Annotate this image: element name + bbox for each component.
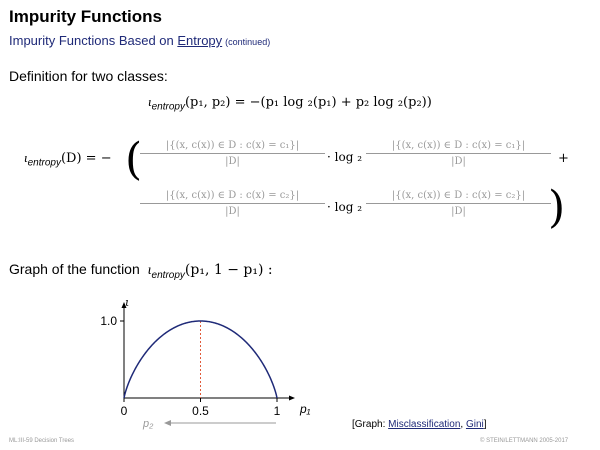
gini-link[interactable]: Gini [465, 419, 484, 430]
links-suffix: ] [483, 419, 487, 430]
links-separator: , [460, 419, 466, 430]
entropy-subscript: entropy [27, 157, 61, 169]
dot-log: · log ₂ [327, 200, 362, 214]
entropy-link[interactable]: Entropy [177, 33, 223, 48]
misclassification-link[interactable]: Misclassification [388, 419, 461, 430]
slide-subtitle: Impurity Functions Based on Entropy (cont… [9, 33, 270, 48]
iota-symbol: ι [24, 150, 28, 165]
y-axis-label: ι [125, 296, 130, 309]
iota-symbol: ι [148, 94, 152, 109]
fraction-c2-weight: |{(x, c(x)) ∈ D : c(x) = c₂}| |D| [140, 190, 325, 217]
p2-label: p₂ [142, 418, 154, 430]
fraction-denominator: |D| [451, 156, 466, 167]
y-axis-arrow [121, 302, 127, 308]
slide-title: Impurity Functions [9, 7, 162, 26]
tick-group: 0 0.5 1 1.0 [100, 314, 280, 418]
fraction-denominator: |D| [225, 206, 240, 217]
formula-dataset-lhs-body: (D) = − [60, 151, 112, 166]
fraction-denominator: |D| [225, 156, 240, 167]
x-axis-arrow [289, 395, 295, 401]
definition-heading: Definition for two classes: [9, 68, 168, 84]
x-tick-label: 0.5 [192, 404, 209, 418]
fraction-c1-log: |{(x, c(x)) ∈ D : c(x) = c₁}| |D| [366, 140, 551, 167]
subtitle-continued: (continued) [225, 37, 271, 47]
formula-binary-body: (p₁, p₂) = −(p₁ log ₂(p₁) + p₂ log ₂(p₂)… [184, 95, 432, 110]
entropy-curve [123, 320, 278, 399]
entropy-subscript: entropy [151, 101, 185, 113]
fraction-numerator: |{(x, c(x)) ∈ D : c(x) = c₂}| [140, 190, 325, 204]
y-tick-label: 1.0 [100, 314, 117, 328]
footer-left: ML:III-59 Decision Trees [9, 438, 75, 444]
x-tick-label: 1 [274, 404, 281, 418]
x-tick-label: 0 [121, 404, 128, 418]
fraction-numerator: |{(x, c(x)) ∈ D : c(x) = c₁}| [366, 140, 551, 154]
graph-heading: Graph of the function ιentropy(p₁, 1 − p… [9, 261, 273, 281]
entropy-subscript: entropy [151, 269, 185, 281]
formula-dataset-lhs: ιentropy(D) = − [24, 150, 112, 169]
fraction-numerator: |{(x, c(x)) ∈ D : c(x) = c₂}| [366, 190, 551, 204]
formula-binary-entropy: ιentropy(p₁, p₂) = −(p₁ log ₂(p₁) + p₂ l… [148, 94, 432, 113]
links-prefix: [Graph: [352, 419, 389, 430]
iota-symbol: ι [147, 263, 152, 278]
graph-heading-prefix: Graph of the function [9, 261, 140, 277]
graph-links: [Graph: Misclassification, Gini] [352, 419, 487, 430]
graph-heading-function: ιentropy(p₁, 1 − p₁) : [147, 262, 273, 281]
open-paren: ( [125, 134, 143, 185]
close-paren: ) [548, 182, 566, 233]
dot-log: · log ₂ [327, 150, 362, 164]
fraction-denominator: |D| [451, 206, 466, 217]
subtitle-prefix: Impurity Functions Based on [9, 33, 178, 48]
fraction-c2-log: |{(x, c(x)) ∈ D : c(x) = c₂}| |D| [366, 190, 551, 217]
graph-heading-args: (p₁, 1 − p₁) : [184, 262, 273, 278]
footer-right: © STEIN/LETTMANN 2005-2017 [480, 438, 569, 444]
plus-sign: + [558, 151, 569, 166]
fraction-c1-weight: |{(x, c(x)) ∈ D : c(x) = c₁}| |D| [140, 140, 325, 167]
x-axis-label: p₁ [299, 402, 311, 416]
p2-arrow-head [164, 420, 171, 426]
fraction-numerator: |{(x, c(x)) ∈ D : c(x) = c₁}| [140, 140, 325, 154]
